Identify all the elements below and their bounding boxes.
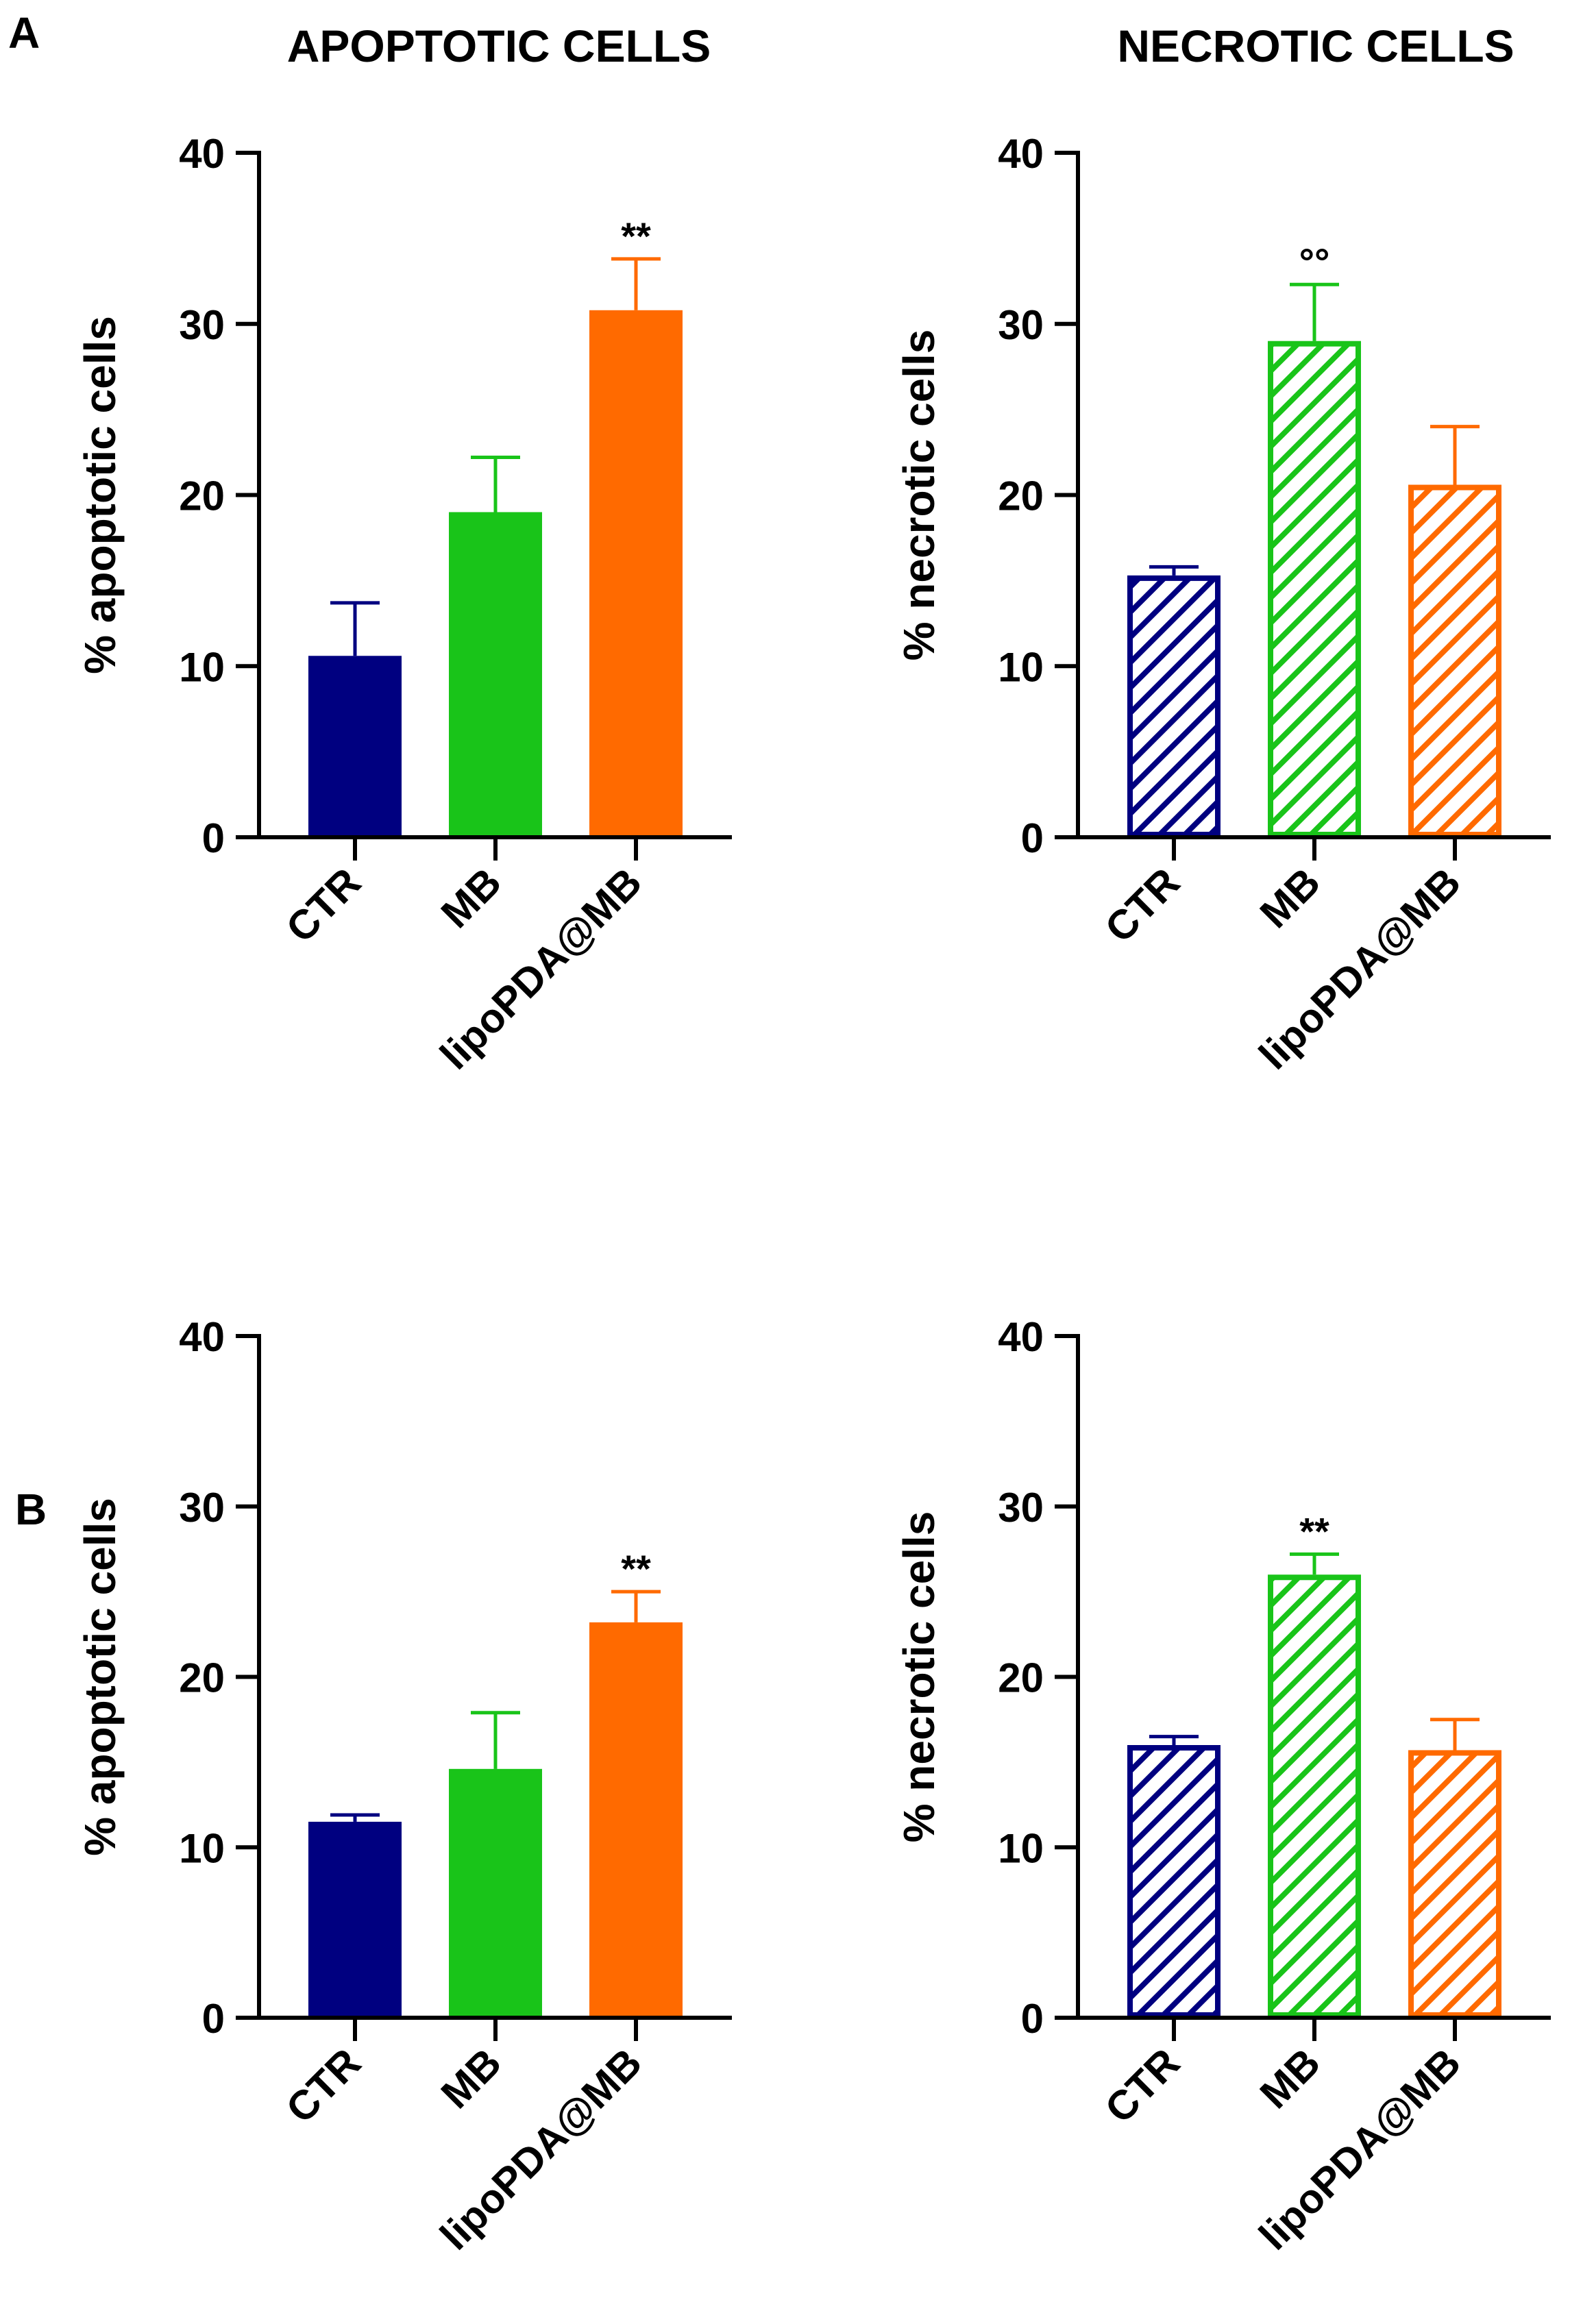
y-axis-title: % necrotic cells [894,330,944,661]
y-tick-label: 40 [998,131,1044,177]
bar [1408,1750,1501,2018]
y-tick-label: 30 [179,1485,225,1531]
panel-label-b: B [15,1485,47,1534]
x-tick-label: MB [432,2040,510,2117]
y-tick-label: 0 [1021,815,1044,861]
bar [449,512,542,837]
column-title-necrotic: NECROTIC CELLS [1117,21,1514,71]
bar [1268,1574,1361,2018]
y-tick-label: 30 [998,302,1044,348]
y-tick-label: 10 [998,1825,1044,1871]
y-tick-label: 20 [998,1655,1044,1701]
y-tick-label: 0 [202,1996,225,2042]
y-tick-label: 0 [202,815,225,861]
y-tick-label: 20 [179,1655,225,1701]
bar [449,1768,542,2018]
significance-label: ** [1299,1509,1329,1553]
y-tick-label: 20 [179,473,225,519]
bar [589,1622,683,2018]
bar [1268,341,1361,838]
y-tick-label: 10 [179,644,225,690]
bar [308,656,402,837]
x-tick-label: CTR [278,2040,370,2132]
y-tick-label: 0 [1021,1996,1044,2042]
y-tick-label: 40 [998,1314,1044,1360]
x-tick-label: CTR [1096,859,1189,952]
y-axis-title: % apoptotic cells [75,316,125,674]
x-tick-label: CTR [278,859,370,952]
bar [1127,575,1221,837]
bar [1127,1745,1221,2018]
y-tick-label: 30 [179,302,225,348]
x-tick-label: CTR [1096,2040,1189,2132]
significance-label: ** [621,1547,651,1590]
y-axis-title: % apoptotic cells [75,1498,125,1856]
bar [1408,484,1501,837]
x-tick-label: MB [432,859,510,937]
significance-label: ** [621,214,651,258]
y-tick-label: 40 [179,131,225,177]
y-tick-label: 10 [179,1825,225,1871]
y-tick-label: 30 [998,1485,1044,1531]
y-tick-label: 20 [998,473,1044,519]
bar [308,1821,402,2018]
x-tick-label: MB [1251,859,1329,937]
column-title-apoptotic: APOPTOTIC CELLS [287,21,711,71]
y-tick-label: 10 [998,644,1044,690]
y-tick-label: 40 [179,1314,225,1360]
bar [589,310,683,837]
significance-label: °° [1299,240,1330,283]
y-axis-title: % necrotic cells [894,1511,944,1843]
x-tick-label: MB [1251,2040,1329,2117]
panel-label-a: A [8,8,40,58]
